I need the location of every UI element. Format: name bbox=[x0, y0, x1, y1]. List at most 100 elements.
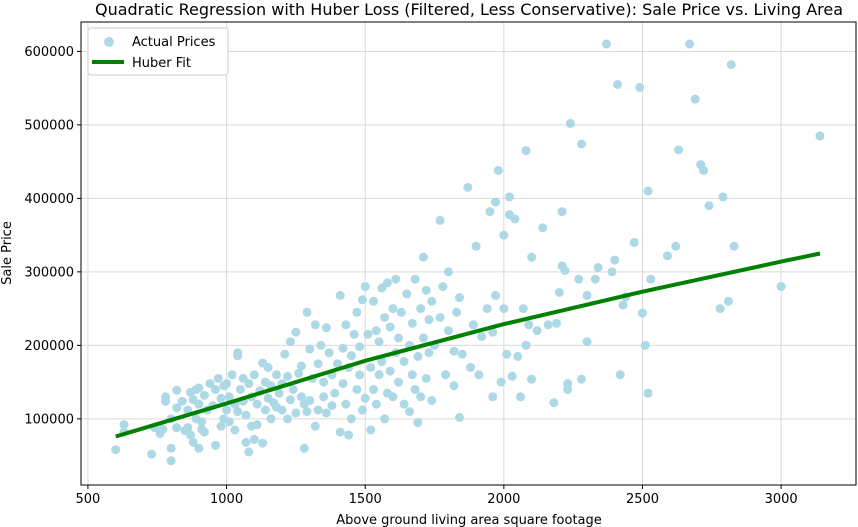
data-point bbox=[366, 425, 376, 435]
data-point bbox=[338, 343, 348, 353]
data-point bbox=[382, 278, 392, 288]
data-point bbox=[435, 312, 445, 322]
data-point bbox=[210, 440, 220, 450]
data-point bbox=[227, 370, 237, 380]
data-point bbox=[371, 399, 381, 409]
data-point bbox=[310, 421, 320, 431]
data-point bbox=[582, 290, 592, 300]
huber-fit-line bbox=[115, 251, 821, 439]
data-point bbox=[305, 344, 315, 354]
data-point bbox=[283, 414, 293, 424]
data-point bbox=[698, 165, 708, 175]
data-point bbox=[296, 361, 306, 371]
data-point bbox=[194, 443, 204, 453]
data-point bbox=[443, 267, 453, 277]
data-point bbox=[357, 295, 367, 305]
data-point bbox=[576, 139, 586, 149]
legend-marker-actual-prices bbox=[104, 37, 114, 47]
data-point bbox=[563, 384, 573, 394]
legend-label-actual-prices: Actual Prices bbox=[132, 35, 216, 50]
data-point bbox=[532, 326, 542, 336]
data-point bbox=[335, 290, 345, 300]
x-tick-label: 500 bbox=[76, 492, 101, 507]
data-point bbox=[341, 399, 351, 409]
data-point bbox=[601, 39, 611, 49]
data-point bbox=[166, 443, 176, 453]
data-point bbox=[407, 318, 417, 328]
data-point bbox=[172, 385, 182, 395]
data-point bbox=[391, 274, 401, 284]
data-point bbox=[435, 215, 445, 225]
data-point bbox=[346, 414, 356, 424]
data-point bbox=[177, 396, 187, 406]
data-point bbox=[413, 418, 423, 428]
data-point bbox=[416, 392, 426, 402]
data-point bbox=[776, 282, 786, 292]
data-point bbox=[332, 359, 342, 369]
data-point bbox=[285, 395, 295, 405]
x-tick-label: 3000 bbox=[765, 492, 798, 507]
data-point bbox=[543, 320, 553, 330]
data-point bbox=[554, 287, 564, 297]
data-point bbox=[374, 337, 384, 347]
data-point bbox=[199, 390, 209, 400]
data-point bbox=[396, 307, 406, 317]
data-point bbox=[457, 349, 467, 359]
data-point bbox=[499, 230, 509, 240]
data-point bbox=[324, 348, 334, 358]
data-point bbox=[374, 370, 384, 380]
data-point bbox=[427, 395, 437, 405]
data-point bbox=[233, 407, 243, 417]
data-point bbox=[565, 118, 575, 128]
data-point bbox=[188, 437, 198, 447]
data-point bbox=[230, 425, 240, 435]
data-point bbox=[482, 304, 492, 314]
data-point bbox=[474, 370, 484, 380]
data-point bbox=[224, 392, 234, 402]
data-point bbox=[355, 370, 365, 380]
data-point bbox=[438, 282, 448, 292]
data-point bbox=[685, 39, 695, 49]
data-point bbox=[441, 370, 451, 380]
fit-line-group bbox=[115, 251, 821, 439]
data-point bbox=[213, 373, 223, 383]
data-point bbox=[194, 399, 204, 409]
data-point bbox=[560, 265, 570, 275]
data-point bbox=[421, 285, 431, 295]
data-point bbox=[158, 424, 168, 434]
data-point bbox=[244, 447, 254, 457]
data-point bbox=[557, 207, 567, 217]
data-point bbox=[147, 449, 157, 459]
data-point bbox=[521, 146, 531, 156]
data-point bbox=[552, 318, 562, 328]
data-point bbox=[161, 392, 171, 402]
data-point bbox=[271, 370, 281, 380]
data-point bbox=[723, 296, 733, 306]
data-point bbox=[413, 351, 423, 361]
data-point bbox=[344, 430, 354, 440]
data-point bbox=[369, 296, 379, 306]
data-point bbox=[515, 392, 525, 402]
data-point bbox=[402, 289, 412, 299]
y-axis-label: Sale Price bbox=[0, 221, 15, 285]
data-point bbox=[291, 408, 301, 418]
x-tick-label: 2000 bbox=[487, 492, 520, 507]
data-point bbox=[643, 388, 653, 398]
data-point bbox=[388, 304, 398, 314]
y-axis-ticks: 100000 200000 300000 400000 500000 600000 bbox=[24, 45, 81, 427]
data-point bbox=[172, 423, 182, 433]
data-point bbox=[646, 274, 656, 284]
x-axis-label: Above ground living area square footage bbox=[336, 513, 602, 527]
data-point bbox=[463, 182, 473, 192]
data-point bbox=[369, 384, 379, 394]
data-point bbox=[183, 423, 193, 433]
data-point bbox=[504, 192, 514, 202]
y-tick-label: 200000 bbox=[24, 339, 74, 354]
legend-label-huber-fit: Huber Fit bbox=[132, 56, 191, 71]
chart-title: Quadratic Regression with Huber Loss (Fi… bbox=[95, 0, 843, 19]
data-point bbox=[302, 407, 312, 417]
data-point bbox=[618, 300, 628, 310]
data-point bbox=[399, 357, 409, 367]
data-point bbox=[527, 374, 537, 384]
data-point bbox=[321, 323, 331, 333]
